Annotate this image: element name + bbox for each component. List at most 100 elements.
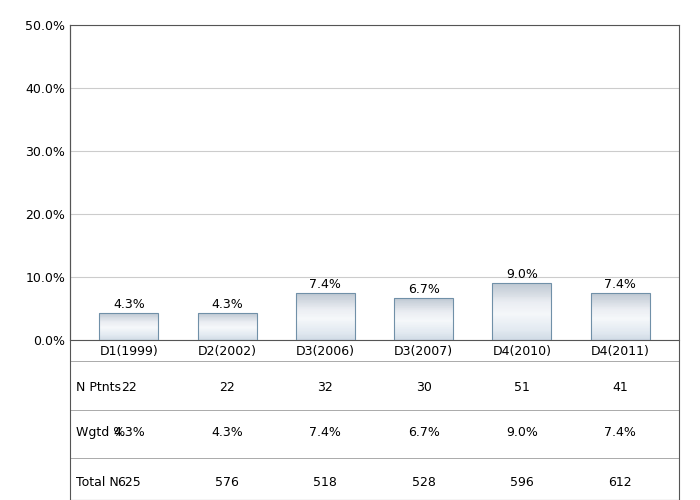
Text: 4.3%: 4.3% [113, 426, 145, 439]
Bar [296, 327, 355, 328]
Bar [296, 295, 355, 296]
Bar [492, 289, 552, 290]
Bar [591, 302, 650, 304]
Bar [296, 320, 355, 322]
Bar [296, 308, 355, 309]
Bar [591, 320, 650, 322]
Bar [296, 296, 355, 298]
Bar [394, 311, 453, 312]
Bar [394, 334, 453, 335]
Bar [394, 307, 453, 308]
Bar [394, 298, 453, 340]
Bar [296, 304, 355, 305]
Text: 7.4%: 7.4% [604, 278, 636, 291]
Bar [591, 301, 650, 302]
Bar [492, 314, 552, 316]
Bar [492, 328, 552, 330]
Text: 576: 576 [215, 476, 239, 488]
Bar [296, 339, 355, 340]
Bar [296, 298, 355, 299]
Bar [296, 326, 355, 327]
Bar [492, 312, 552, 314]
Bar [394, 338, 453, 340]
Bar [591, 300, 650, 301]
Bar [394, 320, 453, 321]
Bar [394, 322, 453, 323]
Bar [394, 319, 453, 320]
Bar [197, 313, 257, 340]
Bar [591, 308, 650, 309]
Bar [394, 325, 453, 326]
Bar [394, 332, 453, 333]
Bar [394, 316, 453, 317]
Bar [296, 294, 355, 295]
Bar [591, 314, 650, 315]
Bar [296, 318, 355, 319]
Bar [394, 324, 453, 325]
Bar [492, 300, 552, 302]
Bar [296, 328, 355, 329]
Bar [394, 312, 453, 314]
Bar [591, 294, 650, 340]
Text: 6.7%: 6.7% [407, 283, 440, 296]
Bar [296, 310, 355, 312]
Text: 4.3%: 4.3% [211, 298, 243, 311]
Bar [296, 333, 355, 334]
Bar [492, 339, 552, 340]
Bar [394, 299, 453, 300]
Bar [394, 335, 453, 336]
Text: Total N: Total N [76, 476, 119, 488]
Bar [492, 292, 552, 294]
Bar [492, 285, 552, 286]
Text: 7.4%: 7.4% [604, 426, 636, 439]
Bar [394, 317, 453, 318]
Bar [99, 313, 158, 340]
Bar [492, 307, 552, 308]
Bar [296, 312, 355, 313]
Text: 6.7%: 6.7% [407, 426, 440, 439]
Bar [394, 298, 453, 299]
Bar [591, 325, 650, 326]
Bar [394, 330, 453, 331]
Bar [394, 308, 453, 309]
Bar [394, 321, 453, 322]
Bar [296, 299, 355, 300]
Bar [492, 303, 552, 304]
Bar [591, 334, 650, 336]
Bar [492, 336, 552, 337]
Bar [492, 323, 552, 324]
Bar [591, 313, 650, 314]
Bar [492, 304, 552, 305]
Text: 7.4%: 7.4% [309, 426, 342, 439]
Bar [492, 291, 552, 292]
Bar [492, 284, 552, 340]
Bar [296, 337, 355, 338]
Bar [492, 326, 552, 327]
Bar [296, 302, 355, 304]
Bar [394, 306, 453, 307]
Text: 596: 596 [510, 476, 533, 488]
Text: 7.4%: 7.4% [309, 278, 342, 291]
Bar [492, 330, 552, 332]
Bar [492, 319, 552, 320]
Bar [591, 337, 650, 338]
Bar [492, 298, 552, 300]
Bar [591, 294, 650, 295]
Bar [394, 336, 453, 337]
Bar [591, 329, 650, 330]
Bar [296, 334, 355, 336]
Bar [492, 310, 552, 312]
Bar [296, 316, 355, 318]
Bar [492, 316, 552, 318]
Bar [492, 318, 552, 319]
Bar [296, 324, 355, 325]
Bar [591, 309, 650, 310]
Bar [591, 304, 650, 305]
Text: 528: 528 [412, 476, 435, 488]
Text: 518: 518 [314, 476, 337, 488]
Text: 22: 22 [219, 381, 235, 394]
Bar [394, 309, 453, 310]
Bar [492, 322, 552, 323]
Bar [492, 294, 552, 296]
Bar [394, 323, 453, 324]
